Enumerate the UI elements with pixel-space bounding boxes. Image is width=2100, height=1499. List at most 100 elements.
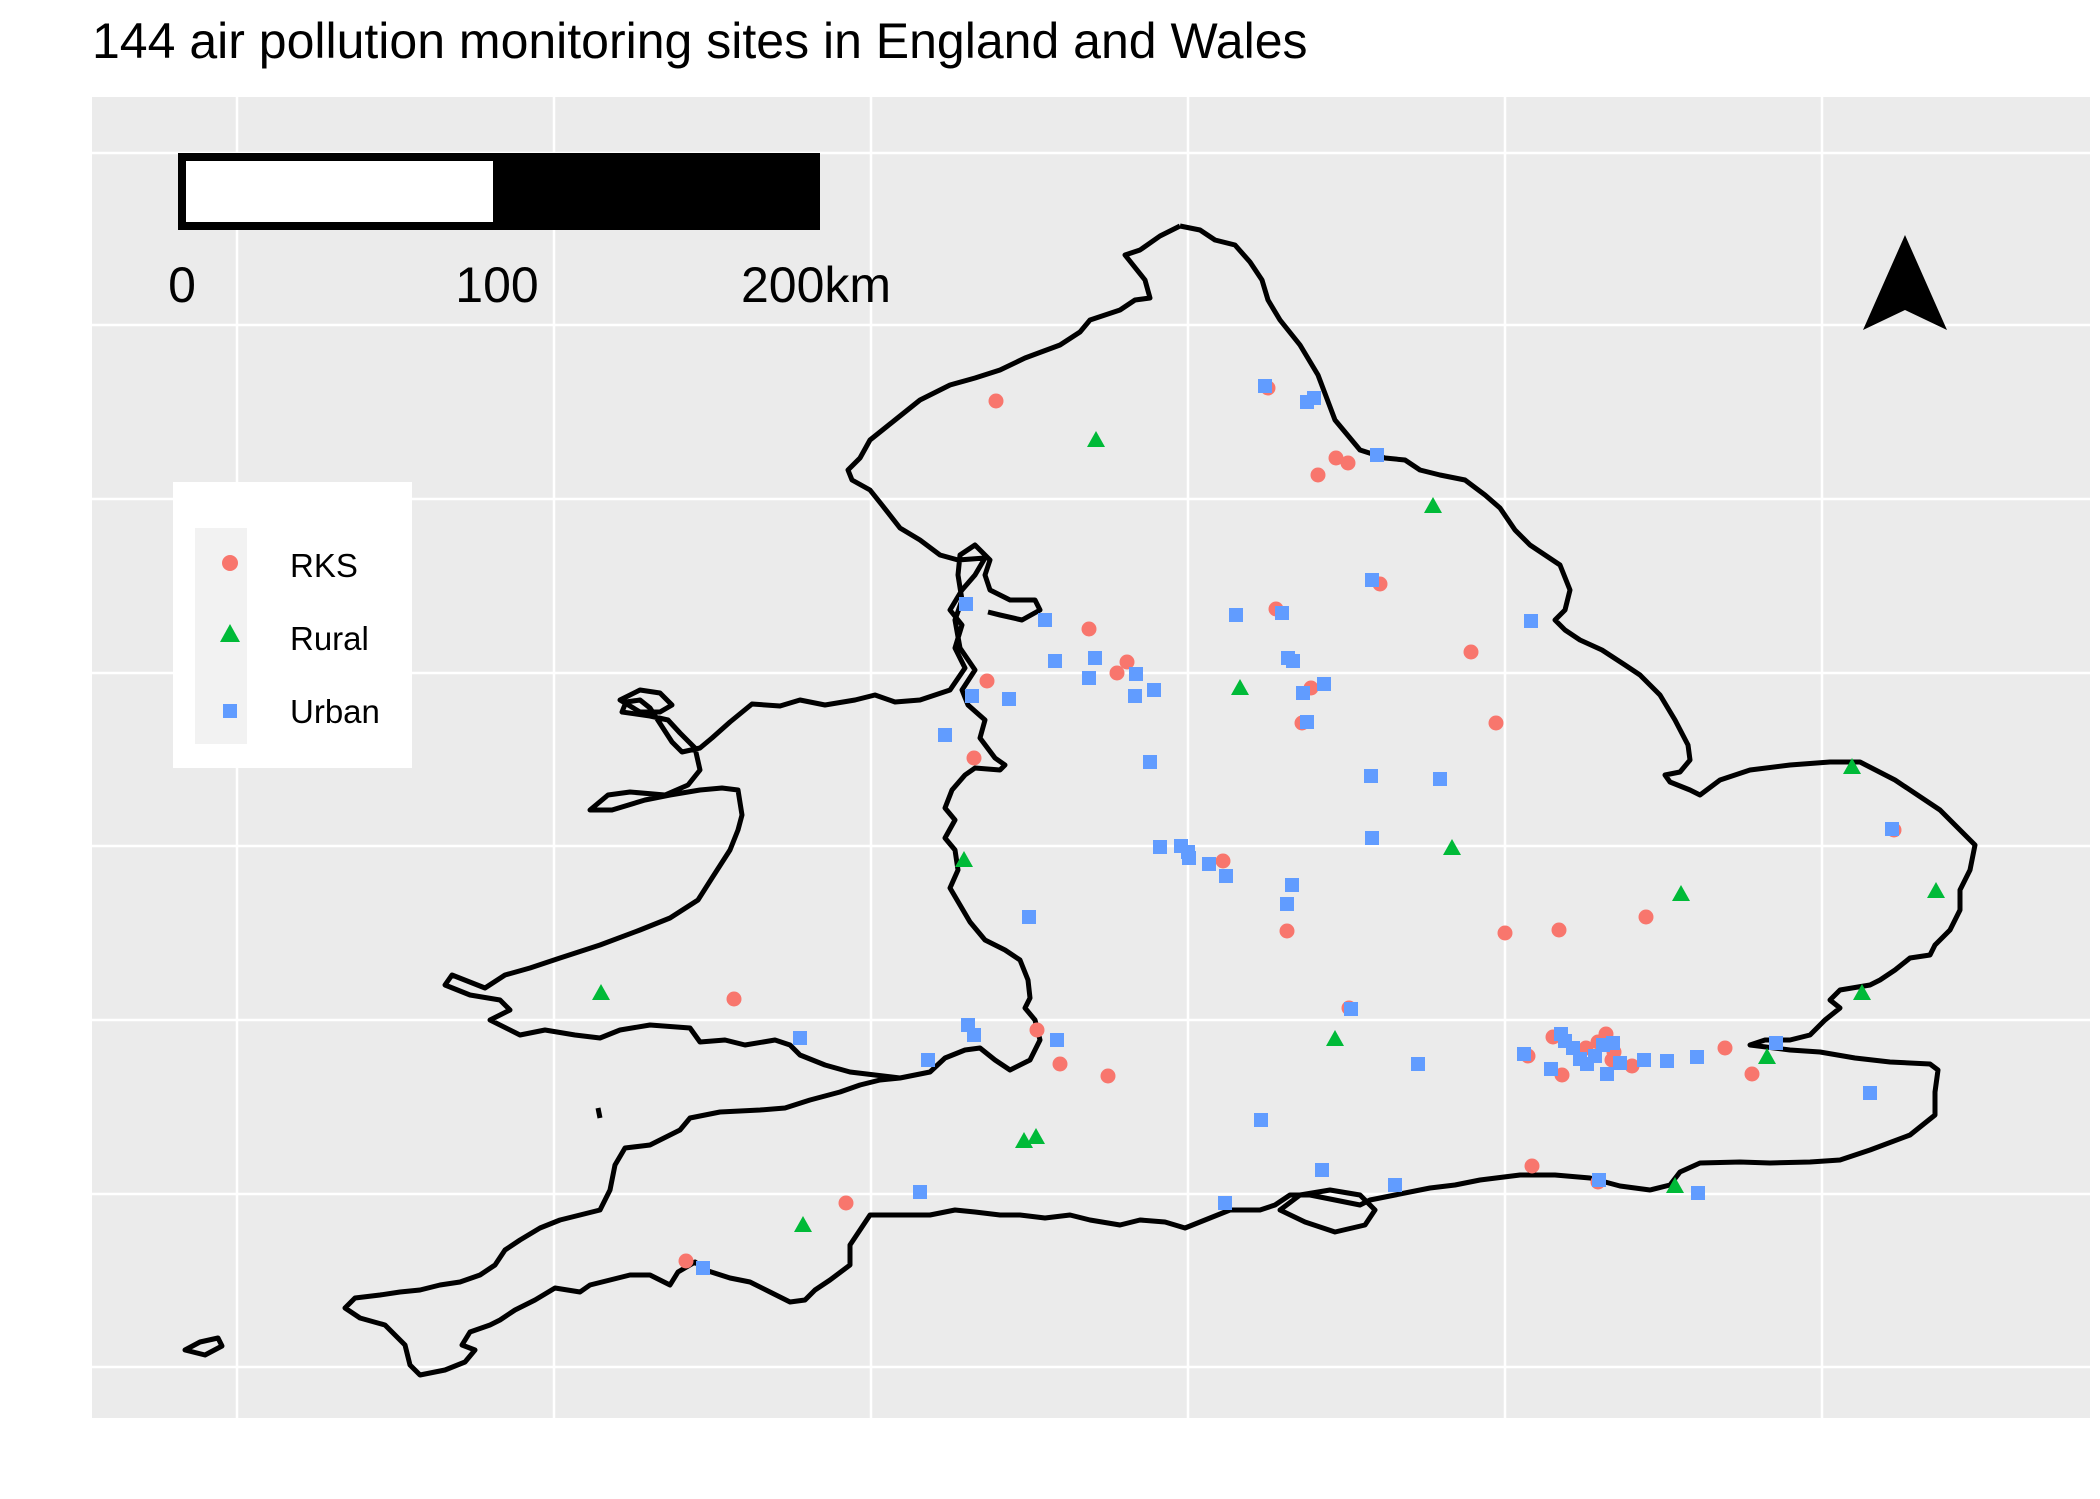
site-urban-point xyxy=(1143,755,1157,769)
scale-bar-black-segment xyxy=(493,153,820,230)
legend-keys-background xyxy=(195,528,247,744)
site-rural-point xyxy=(1758,1048,1776,1064)
legend-key-urban xyxy=(223,704,237,718)
scale-bar-label-100: 100 xyxy=(455,257,538,313)
site-urban-point xyxy=(696,1261,710,1275)
site-rural-point xyxy=(1231,679,1249,695)
site-urban-point xyxy=(1300,715,1314,729)
lundy-outline xyxy=(595,1107,603,1119)
site-rks-point xyxy=(1524,1158,1540,1174)
site-urban-point xyxy=(1637,1053,1651,1067)
mainland-outline xyxy=(342,223,1978,1378)
scale-bar-white-segment xyxy=(178,153,501,230)
site-rks-point xyxy=(1717,1040,1733,1056)
site-rks-point xyxy=(966,750,982,766)
site-rural-point xyxy=(1443,839,1461,855)
site-urban-point xyxy=(1182,851,1196,865)
site-rks-point xyxy=(1551,922,1567,938)
site-urban-point xyxy=(1600,1067,1614,1081)
site-urban-point xyxy=(965,689,979,703)
site-rks-point xyxy=(678,1253,694,1269)
site-rural-point xyxy=(1853,984,1871,1000)
site-urban-point xyxy=(1364,769,1378,783)
site-urban-point xyxy=(913,1185,927,1199)
site-urban-point xyxy=(1411,1057,1425,1071)
site-urban-point xyxy=(921,1053,935,1067)
legend-key-rks xyxy=(222,555,238,571)
site-rks-point xyxy=(1029,1022,1045,1038)
site-urban-point xyxy=(1129,667,1143,681)
site-urban-point xyxy=(1606,1036,1620,1050)
site-rks-point xyxy=(1744,1066,1760,1082)
site-rks-point xyxy=(1310,467,1326,483)
site-rks-point xyxy=(1100,1068,1116,1084)
site-rural-point xyxy=(1672,885,1690,901)
site-urban-point xyxy=(959,597,973,611)
site-urban-point xyxy=(1088,651,1102,665)
site-urban-point xyxy=(1370,448,1384,462)
legend-label-rural: Rural xyxy=(290,620,369,657)
site-rural-point xyxy=(1087,431,1105,447)
site-urban-point xyxy=(1218,1196,1232,1210)
monitoring-sites xyxy=(592,379,1945,1275)
site-urban-point xyxy=(1050,1033,1064,1047)
legend-label-urban: Urban xyxy=(290,693,380,730)
site-rks-point xyxy=(1463,644,1479,660)
site-urban-point xyxy=(1344,1002,1358,1016)
scale-bar: 0 100 200km xyxy=(168,153,891,313)
site-urban-point xyxy=(1544,1062,1558,1076)
site-urban-point xyxy=(1285,878,1299,892)
site-urban-point xyxy=(1038,613,1052,627)
site-urban-point xyxy=(1048,654,1062,668)
site-rural-point xyxy=(1027,1128,1045,1144)
site-urban-point xyxy=(967,1028,981,1042)
site-rural-point xyxy=(1666,1177,1684,1193)
site-urban-point xyxy=(1082,671,1096,685)
site-urban-point xyxy=(1613,1056,1627,1070)
site-rks-point xyxy=(1340,455,1356,471)
site-rks-point xyxy=(1052,1056,1068,1072)
site-rks-point xyxy=(1279,923,1295,939)
scale-bar-label-200km: 200km xyxy=(741,257,891,313)
legend-label-rks: RKS xyxy=(290,547,358,584)
site-rural-point xyxy=(1927,882,1945,898)
site-urban-point xyxy=(1769,1036,1783,1050)
site-urban-point xyxy=(1524,614,1538,628)
site-urban-point xyxy=(1317,677,1331,691)
legend: RKS Rural Urban xyxy=(173,482,412,768)
site-urban-point xyxy=(1296,686,1310,700)
site-urban-point xyxy=(1388,1178,1402,1192)
site-urban-point xyxy=(1433,772,1447,786)
site-urban-point xyxy=(1275,606,1289,620)
legend-key-rural xyxy=(220,624,240,642)
anglesey-outline xyxy=(617,687,675,715)
north-arrow-icon xyxy=(1863,235,1947,330)
site-urban-point xyxy=(1315,1163,1329,1177)
site-urban-point xyxy=(1258,379,1272,393)
site-urban-point xyxy=(1022,910,1036,924)
isles-of-scilly-outline xyxy=(182,1335,225,1358)
site-rks-point xyxy=(838,1195,854,1211)
site-urban-point xyxy=(1254,1113,1268,1127)
site-rural-point xyxy=(592,984,610,1000)
site-rural-point xyxy=(955,851,973,867)
site-rks-point xyxy=(1488,715,1504,731)
site-urban-point xyxy=(1202,857,1216,871)
grid-lines xyxy=(92,97,2090,1418)
site-rural-point xyxy=(1424,497,1442,513)
scale-bar-label-0: 0 xyxy=(168,257,196,313)
site-urban-point xyxy=(1219,869,1233,883)
site-rural-point xyxy=(1326,1030,1344,1046)
site-urban-point xyxy=(1863,1086,1877,1100)
isle-of-wight-outline xyxy=(1277,1187,1378,1235)
site-rks-point xyxy=(1638,909,1654,925)
site-urban-point xyxy=(1286,654,1300,668)
site-urban-point xyxy=(1588,1049,1602,1063)
site-urban-point xyxy=(1128,689,1142,703)
site-rks-point xyxy=(1119,654,1135,670)
site-urban-point xyxy=(1566,1041,1580,1055)
site-urban-point xyxy=(1147,683,1161,697)
site-urban-point xyxy=(793,1031,807,1045)
site-rks-point xyxy=(1624,1058,1640,1074)
